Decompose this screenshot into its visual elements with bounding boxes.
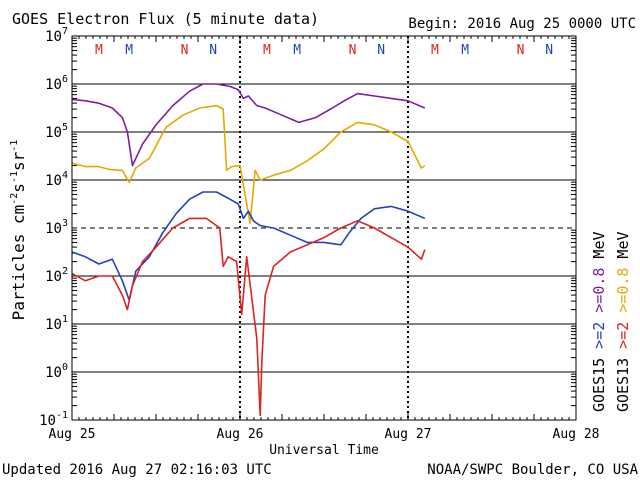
y-tick-exponent: 4 [62, 170, 68, 181]
series-line-0 [71, 83, 426, 167]
y-tick-exponent: 7 [62, 26, 68, 37]
y-tick-base: 10 [45, 221, 62, 237]
y-axis-label-main: Particles cm [9, 205, 28, 321]
begin-label: Begin: 2016 Aug 25 0000 UTC [408, 16, 636, 32]
y-tick-exponent: -1 [56, 410, 68, 421]
y-tick-label: 104 [45, 170, 68, 189]
updated-label: Updated 2016 Aug 27 02:16:03 UTC [2, 462, 272, 478]
y-axis-label: Particles cm-2s-1sr-1 [9, 140, 28, 321]
mn-marker: M [125, 43, 133, 58]
legend-goes15-unit: MeV [590, 231, 608, 258]
y-tick-exponent: 0 [62, 362, 68, 373]
y-tick-label: 106 [45, 74, 68, 93]
mn-marker: M [431, 43, 439, 58]
x-tick-label: Aug 25 [49, 427, 96, 442]
legend-goes13-ge2: >=2 [614, 322, 632, 349]
series-line-1 [71, 104, 426, 224]
legend-goes15-ge2: >=2 [590, 322, 608, 349]
y-tick-exponent: 5 [62, 122, 68, 133]
y-tick-exponent: 6 [62, 74, 68, 85]
y-tick-exponent: 1 [62, 314, 68, 325]
y-tick-base: 10 [45, 269, 62, 285]
chart-title: GOES Electron Flux (5 minute data) [12, 10, 319, 28]
y-tick-label: 105 [45, 122, 68, 141]
mn-marker: M [293, 43, 301, 58]
y-tick-base: 10 [45, 365, 62, 381]
y-tick-label: 101 [45, 314, 68, 333]
mn-marker: N [545, 43, 553, 58]
series-line-2 [71, 191, 426, 301]
mn-marker: M [461, 43, 469, 58]
grid-layer [71, 36, 577, 420]
y-tick-exponent: 2 [62, 266, 68, 277]
series-line-3 [71, 217, 426, 417]
y-tick-base: 10 [45, 77, 62, 93]
mn-marker: N [209, 43, 217, 58]
y-axis-label-s: s [9, 183, 28, 193]
x-tick-label: Aug 27 [385, 427, 432, 442]
legend-goes13-line: GOES13 >=2 >=0.8 MeV [614, 231, 632, 412]
x-tick-labels: Aug 25 Aug 26 Aug 27 Aug 28 [49, 427, 600, 442]
y-tick-label: 103 [45, 218, 68, 237]
y-tick-label: 107 [45, 26, 68, 45]
y-axis-label-sr: sr [9, 151, 28, 171]
y-tick-base: 10 [45, 29, 62, 45]
y-tick-base: 10 [39, 413, 56, 429]
plot-frame [71, 35, 577, 421]
y-tick-base: 10 [45, 173, 62, 189]
y-tick-label: 10-1 [39, 410, 68, 429]
legend-goes13-name: GOES13 [614, 358, 632, 412]
x-tick-label: Aug 28 [553, 427, 600, 442]
y-axis-label-exp3: -1 [9, 140, 20, 152]
mn-marker: M [95, 43, 103, 58]
x-tick-label: Aug 26 [217, 427, 264, 442]
y-axis-label-exp1: -2 [9, 193, 20, 205]
source-label: NOAA/SWPC Boulder, CO USA [427, 462, 638, 478]
y-tick-base: 10 [45, 125, 62, 141]
y-axis-label-exp2: -1 [9, 171, 20, 183]
series-layer [71, 83, 426, 417]
x-axis-label: Universal Time [269, 443, 379, 458]
legend-goes13-unit: MeV [614, 231, 632, 258]
legend-goes15-ge08: >=0.8 [590, 268, 608, 313]
mn-marker: N [349, 43, 357, 58]
mn-marker: N [517, 43, 525, 58]
mn-marker: N [181, 43, 189, 58]
y-tick-base: 10 [45, 317, 62, 333]
y-tick-label: 100 [45, 362, 68, 381]
y-tick-exponent: 3 [62, 218, 68, 229]
mn-marker: N [377, 43, 385, 58]
mn-marker: M [263, 43, 271, 58]
legend-goes13-ge08: >=0.8 [614, 268, 632, 313]
legend-goes15-line: GOES15 >=2 >=0.8 MeV [590, 231, 608, 412]
legend-goes15-name: GOES15 [590, 358, 608, 412]
legend: GOES15 >=2 >=0.8 MeV GOES13 >=2 >=0.8 MeV [590, 231, 632, 412]
y-tick-label: 102 [45, 266, 68, 285]
